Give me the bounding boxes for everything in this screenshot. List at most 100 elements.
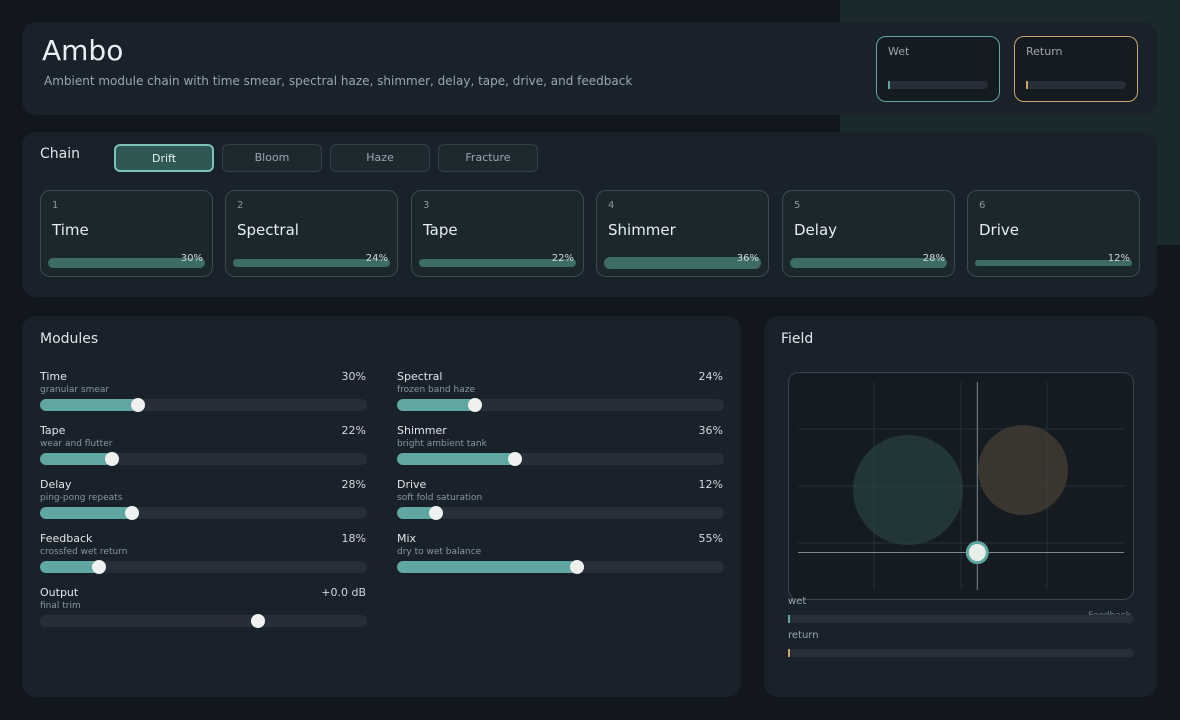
chain-card[interactable]: 4 Shimmer 36% bbox=[596, 190, 769, 277]
slider-track[interactable] bbox=[397, 452, 724, 466]
slider-knob[interactable] bbox=[507, 452, 522, 466]
preset-button[interactable]: Fracture bbox=[438, 144, 538, 172]
slider-desc: ping-pong repeats bbox=[40, 493, 123, 503]
meter-label: Wet bbox=[888, 45, 910, 58]
card-value: 30% bbox=[180, 253, 203, 264]
card-value: 22% bbox=[551, 253, 574, 264]
pad-point bbox=[965, 541, 989, 565]
preset-button[interactable]: Haze bbox=[330, 144, 430, 172]
slider-track[interactable] bbox=[397, 560, 724, 574]
pad-grid bbox=[798, 382, 1124, 590]
slider-name: Feedback bbox=[40, 532, 93, 545]
chain-card[interactable]: 5 Delay 28% bbox=[782, 190, 955, 277]
card-index: 4 bbox=[608, 200, 615, 211]
slider-desc: granular smear bbox=[40, 385, 110, 395]
card-value: 12% bbox=[1107, 253, 1130, 264]
card-name: Shimmer bbox=[608, 221, 676, 239]
wet-label: wet bbox=[788, 596, 807, 607]
slider-knob[interactable] bbox=[124, 506, 139, 520]
card-index: 6 bbox=[979, 200, 986, 211]
return-label: return bbox=[788, 630, 819, 641]
return-track bbox=[788, 649, 1134, 657]
field-pad[interactable] bbox=[788, 372, 1134, 600]
card-value: 28% bbox=[922, 253, 945, 264]
card-name: Time bbox=[52, 221, 89, 239]
wet-cloud bbox=[853, 435, 963, 545]
wet-track bbox=[788, 615, 1134, 623]
slider-value: 18% bbox=[341, 532, 366, 545]
slider-knob[interactable] bbox=[569, 560, 584, 574]
modules-title: Modules bbox=[40, 331, 99, 347]
slider-value: 30% bbox=[341, 370, 366, 383]
slider-name: Spectral bbox=[397, 370, 443, 383]
slider-track[interactable] bbox=[397, 398, 724, 412]
chain-card[interactable]: 3 Tape 22% bbox=[411, 190, 584, 277]
slider-desc: dry to wet balance bbox=[397, 547, 482, 557]
card-bar bbox=[48, 257, 205, 269]
slider-value: 55% bbox=[698, 532, 723, 545]
slider-track[interactable] bbox=[40, 398, 367, 412]
slider-knob[interactable] bbox=[468, 398, 483, 412]
meter-level bbox=[888, 81, 890, 89]
slider-desc: crossfed wet return bbox=[40, 547, 128, 557]
modules-panel bbox=[22, 316, 741, 697]
slider-knob[interactable] bbox=[429, 506, 444, 520]
card-index: 1 bbox=[52, 200, 59, 211]
slider-knob[interactable] bbox=[104, 452, 119, 466]
card-value: 24% bbox=[365, 253, 388, 264]
card-bar bbox=[975, 260, 1132, 266]
chain-card[interactable]: 6 Drive 12% bbox=[967, 190, 1140, 277]
slider-track[interactable] bbox=[40, 560, 367, 574]
card-name: Spectral bbox=[237, 221, 299, 239]
slider-knob[interactable] bbox=[91, 560, 106, 574]
slider-desc: wear and flutter bbox=[40, 439, 113, 449]
chain-label: Chain bbox=[40, 146, 80, 162]
return-cloud bbox=[978, 425, 1068, 515]
card-bar bbox=[790, 258, 947, 268]
meter: Return bbox=[1014, 36, 1138, 102]
slider-fill bbox=[397, 507, 437, 519]
meter-track bbox=[888, 81, 988, 89]
subtitle: Ambient module chain with time smear, sp… bbox=[44, 74, 633, 88]
card-index: 3 bbox=[423, 200, 430, 211]
slider-track[interactable] bbox=[40, 614, 367, 628]
card-bar bbox=[419, 258, 576, 268]
slider-name: Delay bbox=[40, 478, 72, 491]
slider-value: 22% bbox=[341, 424, 366, 437]
slider-fill bbox=[40, 507, 132, 519]
card-name: Drive bbox=[979, 221, 1019, 239]
preset-button[interactable]: Drift bbox=[114, 144, 214, 172]
slider-desc: soft fold saturation bbox=[397, 493, 483, 503]
chain-card[interactable]: 2 Spectral 24% bbox=[225, 190, 398, 277]
card-bar bbox=[604, 256, 761, 270]
slider-name: Tape bbox=[40, 424, 66, 437]
slider-track[interactable] bbox=[40, 506, 367, 520]
slider-fill bbox=[397, 453, 515, 465]
preset-button[interactable]: Bloom bbox=[222, 144, 322, 172]
card-value: 36% bbox=[736, 253, 759, 264]
slider-fill bbox=[40, 399, 139, 411]
slider-name: Drive bbox=[397, 478, 427, 491]
chain-card[interactable]: 1 Time 30% bbox=[40, 190, 213, 277]
title: Ambo bbox=[42, 34, 124, 67]
slider-fill bbox=[397, 399, 476, 411]
slider-track[interactable] bbox=[40, 452, 367, 466]
card-bar bbox=[233, 258, 390, 268]
slider-name: Time bbox=[40, 370, 67, 383]
slider-fill bbox=[397, 561, 577, 573]
slider-value: +0.0 dB bbox=[321, 586, 366, 599]
slider-knob[interactable] bbox=[251, 614, 265, 628]
slider-knob[interactable] bbox=[131, 398, 146, 412]
slider-track[interactable] bbox=[397, 506, 724, 520]
slider-desc: final trim bbox=[40, 601, 81, 611]
slider-fill bbox=[40, 561, 99, 573]
card-name: Tape bbox=[423, 221, 458, 239]
slider-desc: frozen band haze bbox=[397, 385, 475, 395]
slider-value: 12% bbox=[698, 478, 723, 491]
meter-track bbox=[1026, 81, 1126, 89]
slider-fill bbox=[40, 453, 112, 465]
meter-level bbox=[1026, 81, 1028, 89]
slider-desc: bright ambient tank bbox=[397, 439, 487, 449]
card-index: 5 bbox=[794, 200, 801, 211]
